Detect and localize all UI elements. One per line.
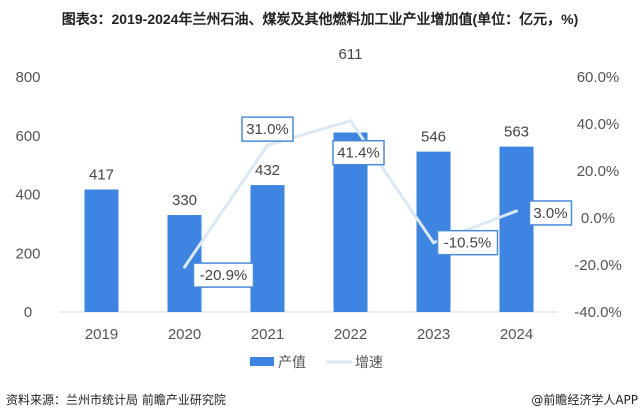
right-axis-tick: 0.0% bbox=[581, 210, 615, 227]
bar-2021 bbox=[250, 185, 285, 312]
growth-point-2020 bbox=[183, 265, 186, 269]
growth-label-box bbox=[192, 262, 255, 288]
x-axis-tick: 2023 bbox=[417, 326, 450, 343]
bar-value-label: 417 bbox=[89, 167, 114, 184]
growth-value-label: -10.5% bbox=[444, 235, 492, 252]
right-axis-tick: 40.0% bbox=[577, 116, 620, 133]
credit-note: @前瞻经济学人APP bbox=[531, 393, 638, 407]
x-axis-tick: 2022 bbox=[334, 326, 367, 343]
legend-label-line: 增速 bbox=[355, 355, 383, 371]
bar-2024 bbox=[499, 146, 534, 312]
x-axis-tick: 2024 bbox=[500, 326, 533, 343]
bar-value-label: 330 bbox=[172, 192, 197, 209]
left-axis-tick: 800 bbox=[15, 69, 40, 86]
growth-value-label: -20.9% bbox=[200, 267, 248, 284]
x-axis-tick: 2019 bbox=[85, 326, 118, 343]
growth-value-label: 31.0% bbox=[246, 121, 289, 138]
growth-value-label: 3.0% bbox=[533, 205, 567, 222]
growth-point-2021 bbox=[266, 143, 269, 147]
source-note: 资料来源：兰州市统计局 前瞻产业研究院 bbox=[6, 393, 226, 407]
bar-value-label: 563 bbox=[504, 124, 529, 141]
bar-2019 bbox=[84, 189, 119, 312]
growth-label-box bbox=[241, 116, 294, 142]
right-axis-tick: -40.0% bbox=[574, 304, 622, 321]
growth-label-box bbox=[332, 139, 385, 166]
right-axis-tick: 20.0% bbox=[577, 163, 620, 180]
growth-point-2024 bbox=[515, 209, 518, 213]
right-axis-tick: -20.0% bbox=[574, 257, 622, 274]
right-axis-tick: 60.0% bbox=[577, 69, 620, 86]
bar-value-label: 611 bbox=[339, 46, 363, 63]
growth-label-box bbox=[436, 229, 499, 256]
bar-value-label: 546 bbox=[421, 129, 446, 146]
chart-title: 图表3：2019-2024年兰州石油、煤炭及其他燃料加工业产业增加值(单位：亿元… bbox=[61, 11, 579, 27]
growth-point-2023 bbox=[432, 241, 435, 245]
left-axis-tick: 200 bbox=[15, 245, 40, 262]
growth-label-box bbox=[528, 200, 573, 226]
left-axis-tick: 400 bbox=[15, 187, 40, 204]
left-axis-tick: 0 bbox=[24, 304, 32, 321]
growth-point-2022 bbox=[349, 119, 352, 123]
legend-label-bar: 产值 bbox=[278, 355, 306, 371]
left-axis-tick: 600 bbox=[15, 128, 40, 145]
x-axis-tick: 2021 bbox=[251, 326, 284, 343]
legend-swatch-bar bbox=[250, 357, 274, 366]
x-axis-tick: 2020 bbox=[168, 326, 201, 343]
bar-value-label: 432 bbox=[255, 162, 280, 179]
growth-value-label: 41.4% bbox=[337, 145, 380, 162]
